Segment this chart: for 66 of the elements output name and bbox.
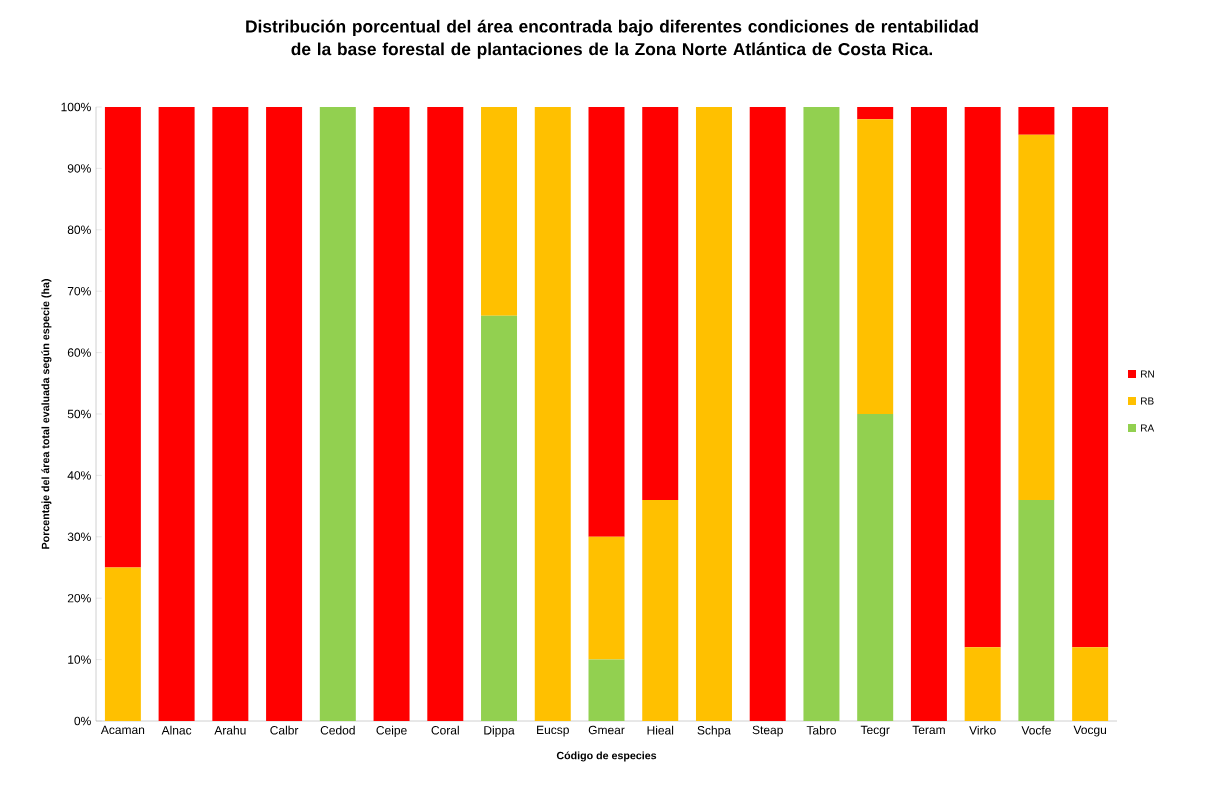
x-tick-label: Coral (431, 725, 459, 735)
y-tick-label: 80% (67, 225, 91, 235)
x-tick-label: Calbr (270, 725, 299, 735)
bar (964, 647, 1001, 721)
legend-label: RA (1141, 424, 1155, 432)
bar (857, 414, 894, 721)
y-tick-label: 60% (67, 348, 91, 357)
x-tick-label: Gmear (588, 725, 625, 735)
bar (857, 107, 894, 120)
bar (534, 107, 571, 721)
x-tick-label: Schpa (697, 725, 731, 737)
bar (1018, 107, 1055, 135)
bar (1072, 107, 1109, 648)
x-tick-label: Cedod (320, 725, 355, 735)
bar (1072, 647, 1109, 721)
x-axis-title: Código de especies (556, 751, 657, 762)
x-tick-label: Dippa (484, 725, 515, 737)
bar (427, 107, 464, 721)
x-tick-label: Teram (912, 725, 945, 735)
bar (158, 107, 195, 721)
x-tick-label: Ceipe (376, 725, 407, 737)
legend-label: RN (1141, 370, 1154, 378)
bar (104, 107, 141, 568)
bar (642, 107, 679, 500)
x-tick-label: Acaman (100, 725, 145, 735)
bar (857, 119, 894, 414)
y-tick-label: 100% (61, 102, 91, 112)
bar (695, 107, 732, 721)
legend-label: RB (1141, 397, 1154, 405)
bar (373, 107, 410, 721)
y-tick-label: 0% (74, 716, 91, 726)
bar (588, 107, 625, 537)
x-tick-label: Alnac (161, 725, 192, 735)
bar (1018, 499, 1055, 721)
x-tick-label: Tecgr (860, 725, 890, 737)
y-tick-label: 90% (67, 164, 91, 173)
bar (212, 107, 249, 721)
y-axis-title: Porcentaje del área total evaluada según especie (ha) (41, 279, 52, 549)
bar (266, 107, 303, 721)
bar (749, 107, 786, 721)
y-tick-label: 70% (67, 286, 91, 296)
x-tick-label: Hieal (647, 725, 674, 735)
y-tick-label: 40% (67, 471, 91, 480)
bar (104, 567, 141, 721)
bar (910, 107, 947, 721)
bar (964, 107, 1001, 648)
bar (481, 315, 518, 721)
bar (588, 536, 625, 660)
bar (319, 107, 356, 721)
x-tick-label: Arahu (214, 725, 246, 735)
bar (642, 499, 679, 721)
bar (588, 659, 625, 721)
chart-title: Distribución porcentual del área encontrada bajo diferentes condiciones de rentabilidad de la base forestal de plantaciones de la Zona Norte Atlántica de Costa Rica. (246, 19, 978, 59)
y-tick-label: 20% (67, 593, 91, 603)
y-tick-label: 10% (68, 655, 91, 664)
x-tick-label: Virko (969, 725, 996, 735)
bar (481, 107, 518, 316)
x-tick-label: Steap (752, 725, 783, 737)
y-tick-label: 50% (67, 409, 91, 419)
bar (803, 107, 840, 721)
x-tick-label: Vocgu (1073, 725, 1107, 737)
x-tick-label: Vocfe (1021, 725, 1051, 735)
x-tick-label: Eucsp (537, 725, 569, 737)
y-tick-label: 30% (67, 532, 91, 542)
bar (1018, 134, 1055, 500)
x-tick-label: Tabro (806, 725, 836, 735)
